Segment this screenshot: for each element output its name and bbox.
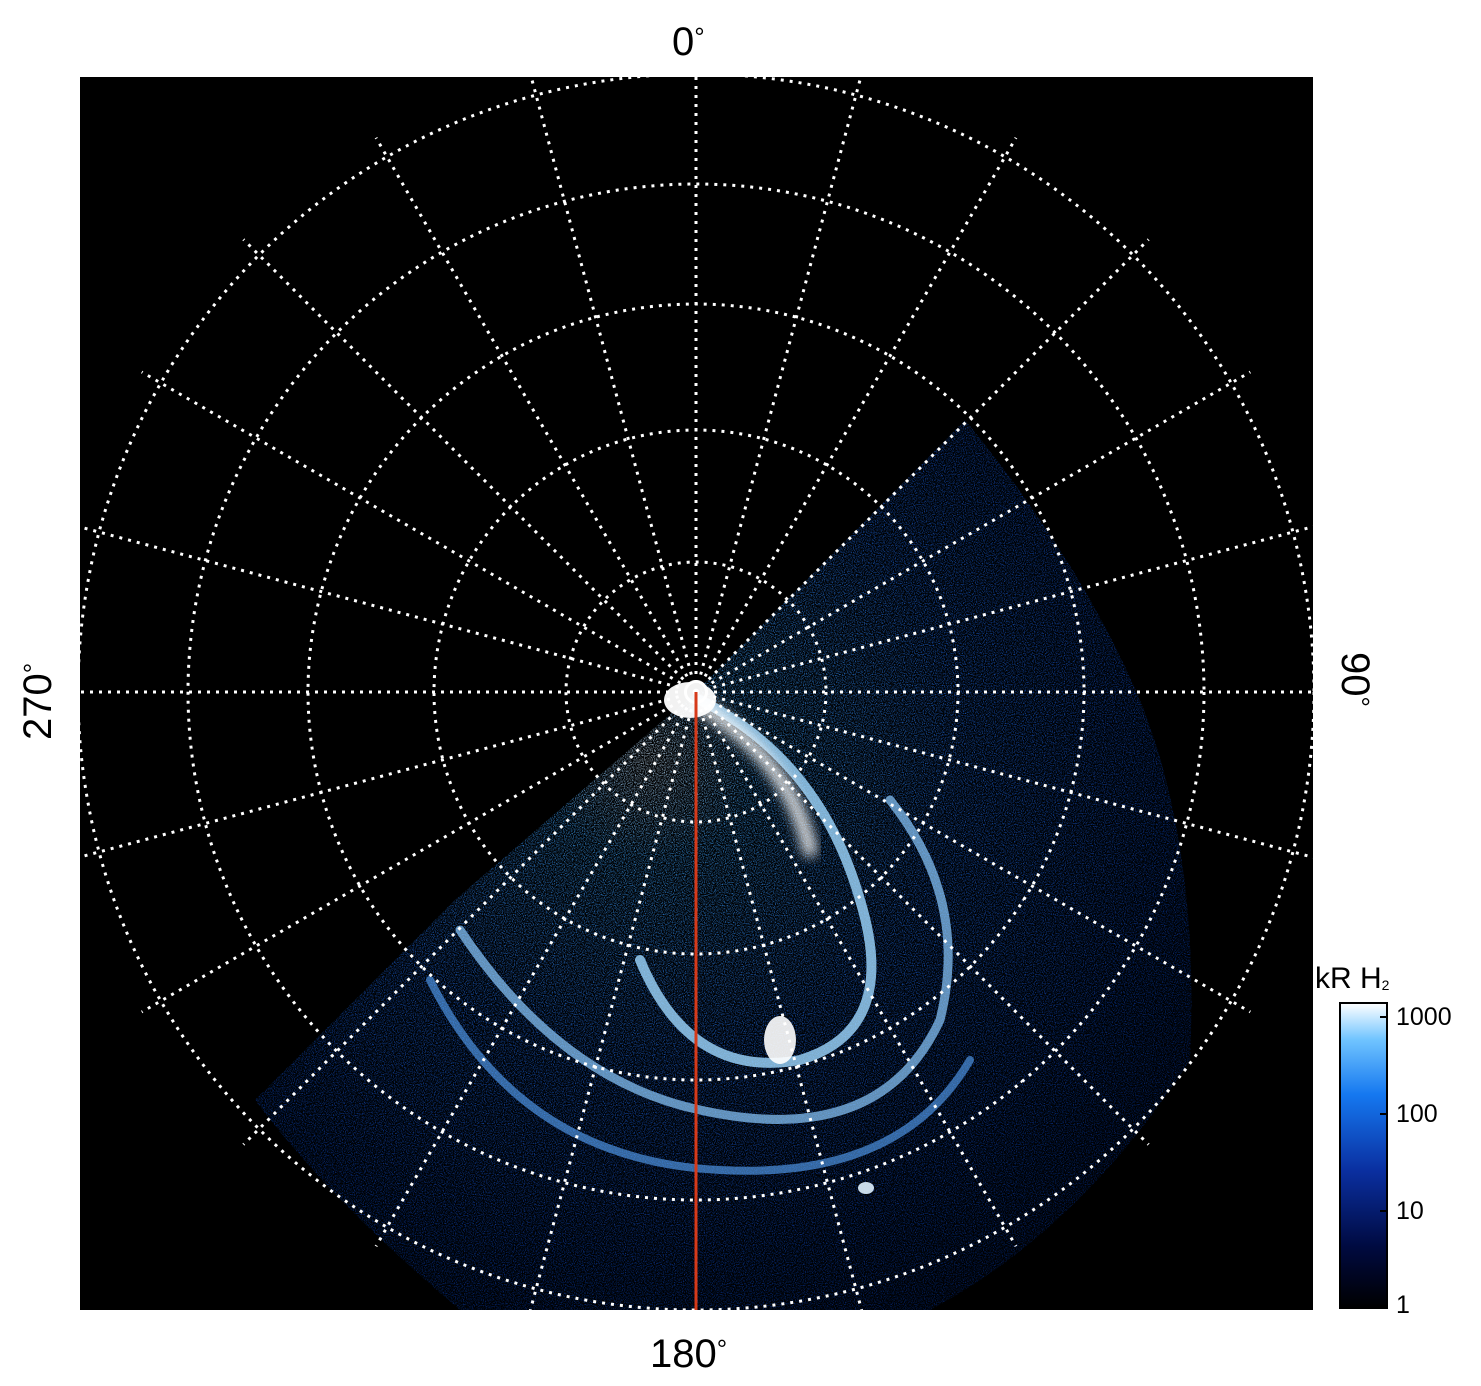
longitude-label-left: 270° (16, 662, 60, 740)
meridian-line (694, 136, 1018, 693)
meridian-line (242, 238, 698, 694)
colorbar (1339, 1002, 1388, 1309)
meridian-line (80, 525, 697, 694)
longitude-label-top: 0° (672, 20, 705, 64)
meridian-line (694, 691, 864, 1310)
meridian-line (695, 370, 1252, 694)
colorbar-ticks (1380, 1016, 1387, 1307)
longitude-label-bottom: 180° (650, 1332, 728, 1376)
meridian-line (528, 691, 698, 1310)
colorbar-tick-label: 1000 (1396, 1003, 1452, 1031)
colorbar-title: kR H2 (1315, 962, 1390, 995)
meridian-line (695, 690, 1252, 1014)
meridian-line (695, 525, 1313, 694)
meridian-line (695, 690, 1313, 859)
meridian-line (694, 690, 1150, 1146)
meridian-line (80, 690, 697, 859)
meridian-line (694, 77, 863, 693)
meridian-line (529, 77, 698, 693)
meridian-line (374, 136, 698, 693)
meridian-line (140, 370, 697, 694)
auroral-emission-region (255, 420, 1192, 1310)
longitude-label-right: 90° (1333, 652, 1377, 707)
colorbar-tick-label: 1 (1396, 1291, 1410, 1319)
colorbar-tick-label: 100 (1396, 1100, 1438, 1128)
colorbar-tick-label: 10 (1396, 1197, 1424, 1225)
meridian-line (242, 690, 698, 1146)
meridian-line (694, 238, 1150, 694)
meridian-line (140, 690, 697, 1014)
meridian-line (694, 691, 1018, 1248)
meridian-line (374, 691, 698, 1248)
